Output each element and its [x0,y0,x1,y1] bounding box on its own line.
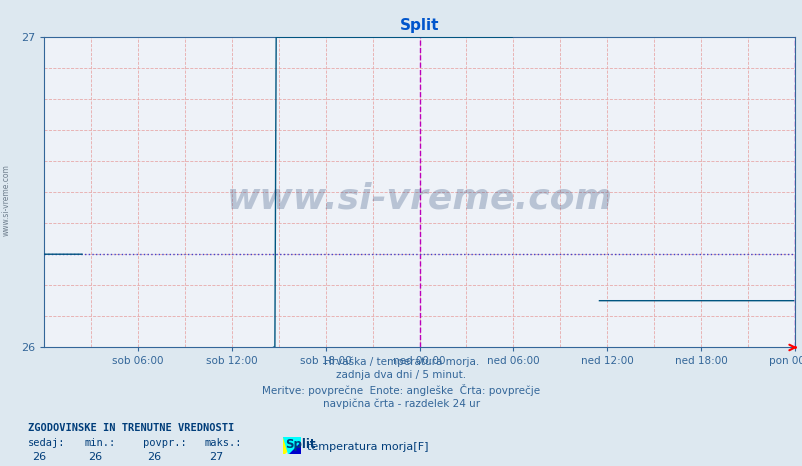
Title: Split: Split [399,18,439,34]
Polygon shape [283,437,301,454]
Text: Hrvaška / temperatura morja.: Hrvaška / temperatura morja. [323,356,479,367]
Text: www.si-vreme.com: www.si-vreme.com [226,181,612,215]
Text: 26: 26 [88,452,103,462]
Text: 26: 26 [32,452,47,462]
Text: Meritve: povprečne  Enote: angleške  Črta: povprečje: Meritve: povprečne Enote: angleške Črta:… [262,384,540,397]
Text: navpična črta - razdelek 24 ur: navpična črta - razdelek 24 ur [322,398,480,409]
Text: www.si-vreme.com: www.si-vreme.com [2,164,11,236]
Polygon shape [283,437,301,454]
Text: 27: 27 [209,452,223,462]
Text: povpr.:: povpr.: [143,438,186,448]
Text: zadnja dva dni / 5 minut.: zadnja dva dni / 5 minut. [336,370,466,380]
Text: Split: Split [285,438,315,451]
Text: maks.:: maks.: [205,438,242,448]
Text: temperatura morja[F]: temperatura morja[F] [306,442,427,452]
Text: ZGODOVINSKE IN TRENUTNE VREDNOSTI: ZGODOVINSKE IN TRENUTNE VREDNOSTI [28,423,234,433]
Text: sedaj:: sedaj: [28,438,66,448]
Polygon shape [289,442,301,454]
Text: min.:: min.: [84,438,115,448]
Text: 26: 26 [147,452,161,462]
